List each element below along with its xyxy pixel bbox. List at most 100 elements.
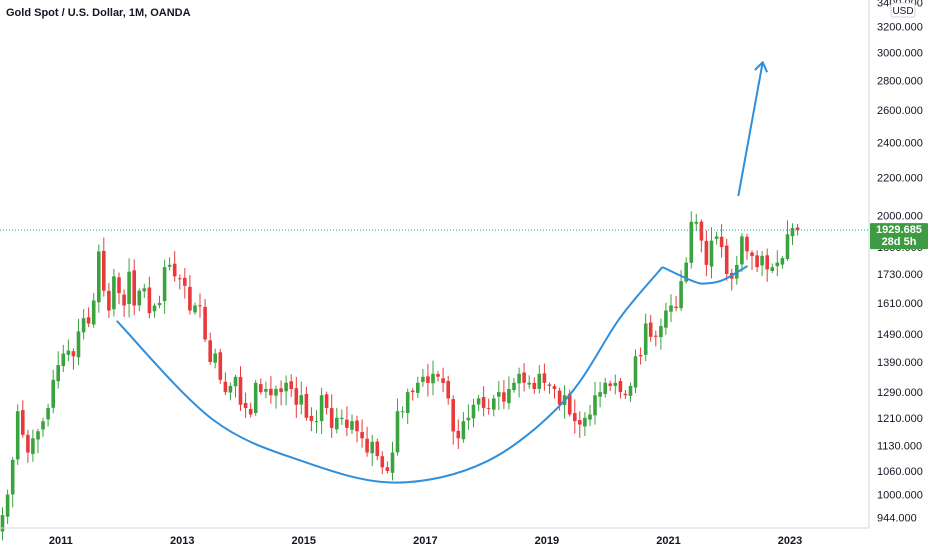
candle [76, 318, 81, 366]
candle [380, 451, 385, 475]
candle [724, 238, 729, 281]
candle [542, 363, 547, 391]
y-tick-label: 944.000 [877, 513, 917, 525]
candle [410, 388, 415, 401]
y-tick-label: 3200.000 [877, 22, 923, 34]
candle [137, 288, 142, 312]
candle [476, 394, 481, 412]
candle [319, 387, 324, 434]
candle [41, 417, 45, 437]
candle [289, 374, 293, 398]
x-tick-label: 2017 [413, 535, 437, 547]
cup-curve [115, 266, 664, 484]
price-axis[interactable]: 3400.0003200.0003000.0002800.0002600.000… [877, 0, 923, 525]
candle [714, 231, 719, 245]
x-tick-label: 2013 [170, 535, 194, 547]
candle [21, 400, 25, 438]
candle [15, 404, 20, 465]
candle [628, 382, 633, 402]
candle [132, 259, 136, 316]
time-axis[interactable]: 2011 2013 2015 2017 2019 2021 2023 [49, 535, 802, 547]
candle [497, 381, 501, 410]
candle [375, 438, 380, 461]
candle [203, 299, 207, 343]
candle [183, 268, 187, 299]
candle [162, 259, 167, 314]
candle [745, 233, 749, 260]
breakout-arrow-shaft [737, 62, 764, 197]
candle [416, 376, 420, 398]
candle [172, 251, 177, 282]
candle [400, 406, 405, 419]
candle [502, 380, 506, 409]
y-tick-label: 2000.000 [877, 211, 923, 223]
handle-curve [661, 265, 748, 285]
currency-badge[interactable]: USD [890, 2, 916, 18]
candle [598, 382, 602, 408]
currency-label: USD [892, 6, 913, 17]
y-tick-label: 2200.000 [877, 172, 923, 184]
candle [355, 415, 359, 443]
candle [299, 381, 304, 415]
candle [573, 399, 577, 434]
y-tick-label: 1130.000 [877, 440, 922, 452]
plot-area[interactable] [0, 211, 869, 541]
candle [193, 302, 197, 315]
candle [790, 223, 795, 246]
candle [36, 428, 40, 454]
candle [760, 251, 764, 277]
candle [385, 461, 390, 474]
candle [547, 382, 552, 394]
y-tick-label: 1000.000 [877, 490, 923, 502]
candle [107, 283, 111, 318]
candle [284, 375, 288, 406]
candle [522, 363, 526, 392]
candle [117, 272, 121, 305]
y-tick-label: 1390.000 [877, 357, 923, 369]
candle [350, 414, 354, 434]
candle [552, 384, 557, 399]
candle [785, 220, 790, 262]
candle [213, 348, 217, 369]
candle [643, 313, 648, 362]
candle [66, 339, 71, 362]
candle [178, 274, 182, 290]
candle [10, 456, 15, 508]
candle [674, 296, 678, 312]
candle [618, 378, 623, 399]
y-tick-label: 1060.000 [877, 466, 923, 478]
candle [61, 344, 66, 373]
candle [578, 411, 582, 438]
y-tick-label: 1730.000 [877, 269, 923, 281]
y-tick-label: 1210.000 [877, 413, 923, 425]
candle [26, 430, 30, 463]
candle [264, 381, 268, 399]
candle [740, 233, 744, 272]
candle [46, 403, 50, 427]
candle [248, 402, 253, 418]
candle [623, 390, 628, 399]
candle [56, 351, 60, 389]
candle [5, 489, 10, 525]
candle [699, 219, 704, 253]
x-tick-label: 2015 [292, 535, 316, 547]
candle [71, 348, 76, 370]
candle [709, 227, 714, 279]
candle [97, 244, 101, 313]
annotations-layer [115, 61, 769, 484]
candle [456, 419, 461, 449]
candle [669, 294, 673, 323]
candle [735, 255, 739, 285]
candle [228, 382, 233, 401]
candle [360, 419, 364, 448]
candle [198, 293, 202, 318]
candle [486, 398, 491, 415]
candle [390, 441, 395, 481]
candle [324, 391, 329, 415]
candle [259, 378, 263, 395]
candle [269, 376, 273, 404]
candle [765, 248, 769, 282]
candle [527, 375, 531, 389]
candle [345, 406, 349, 437]
